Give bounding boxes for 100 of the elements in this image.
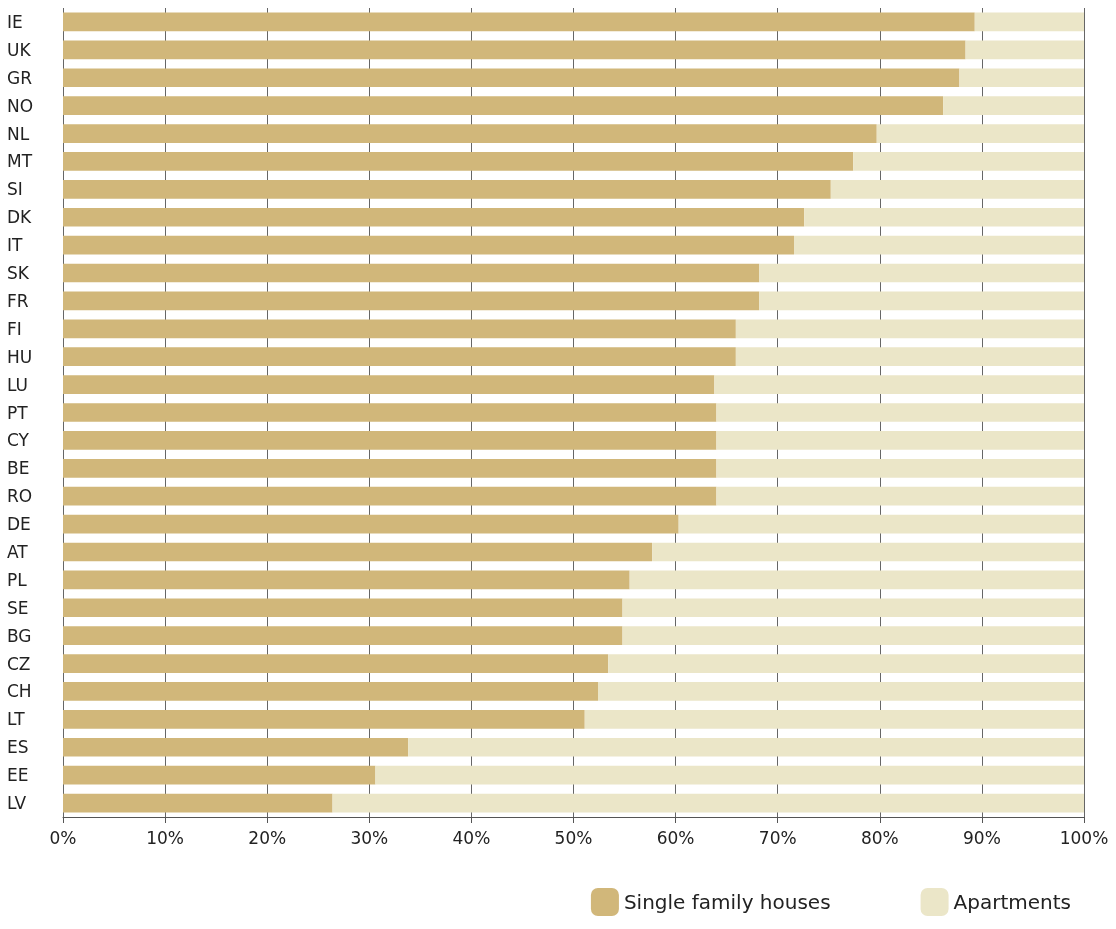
bar — [943, 96, 1084, 115]
bar — [63, 765, 376, 785]
bar — [965, 40, 1084, 60]
bar — [408, 737, 1084, 757]
bar — [63, 40, 966, 60]
y-tick-label: SE — [7, 597, 29, 618]
bar — [584, 710, 1084, 729]
x-tick-label: 50% — [554, 827, 593, 848]
bar — [652, 542, 1084, 562]
y-tick-label: NO — [7, 95, 34, 116]
bar — [735, 319, 1084, 339]
bar — [63, 263, 760, 283]
y-tick-label: RO — [7, 486, 33, 507]
y-tick-label: IT — [7, 235, 24, 256]
bar — [375, 765, 1084, 785]
y-tick-label: PL — [7, 569, 28, 590]
bar — [63, 570, 630, 590]
bar — [876, 124, 1084, 143]
bar — [853, 152, 1084, 171]
x-tick-label: 40% — [452, 827, 491, 848]
y-tick-label: CH — [7, 681, 32, 702]
x-tick-label: 90% — [963, 827, 1001, 848]
y-tick-label: CZ — [7, 653, 31, 674]
bar — [63, 68, 960, 88]
y-tick-label: DE — [7, 514, 31, 535]
bar — [678, 514, 1084, 534]
bar — [63, 737, 409, 757]
bar — [63, 682, 598, 701]
y-tick-label: BE — [7, 458, 30, 479]
bar — [63, 319, 736, 339]
y-tick-label: GR — [7, 67, 33, 88]
x-tick-label: 80% — [860, 827, 899, 848]
bar — [63, 486, 717, 506]
bar — [714, 375, 1084, 394]
bar — [716, 458, 1084, 478]
y-tick-label: EE — [7, 765, 29, 786]
bar — [63, 514, 679, 534]
bar — [63, 235, 795, 255]
x-tick-label: 30% — [350, 827, 389, 848]
bar — [63, 598, 623, 618]
x-tick-label: 0% — [49, 827, 77, 848]
x-tick-label: 20% — [248, 827, 287, 848]
bar — [63, 403, 717, 422]
bar — [63, 542, 653, 562]
x-tick-label: 70% — [758, 827, 797, 848]
bar — [63, 291, 760, 311]
y-tick-label: DK — [7, 207, 33, 228]
bar — [63, 347, 736, 367]
y-tick-label: ES — [7, 737, 29, 758]
bar — [63, 124, 877, 143]
bar — [716, 431, 1084, 450]
y-tick-label: NL — [7, 123, 30, 144]
bar — [716, 403, 1084, 422]
bar — [63, 626, 623, 646]
y-tick-label: FR — [7, 290, 29, 311]
bar — [63, 152, 854, 171]
bar — [759, 263, 1084, 283]
y-tick-label: LV — [7, 793, 27, 814]
bar — [959, 68, 1084, 88]
y-tick-label: BG — [7, 625, 32, 646]
bar — [63, 207, 805, 227]
bar — [63, 710, 585, 729]
x-tick-label: 100% — [1059, 827, 1109, 848]
bar — [608, 654, 1084, 673]
bar — [716, 486, 1084, 506]
bar — [63, 458, 717, 478]
bar — [629, 570, 1084, 590]
bar — [63, 375, 715, 394]
y-tick-label: FI — [7, 318, 22, 339]
bar — [794, 235, 1084, 255]
bar — [63, 793, 333, 813]
bar — [63, 654, 609, 673]
legend-label: Apartments — [953, 890, 1071, 914]
bar — [63, 96, 944, 115]
x-tick-label: 10% — [146, 827, 184, 848]
y-tick-label: PT — [7, 402, 29, 423]
bar — [735, 347, 1084, 367]
y-tick-label: LU — [7, 374, 29, 395]
bar — [974, 12, 1084, 32]
y-tick-label: UK — [7, 39, 32, 60]
y-tick-label: MT — [7, 151, 33, 172]
y-tick-label: HU — [7, 346, 33, 367]
bar — [598, 682, 1084, 701]
bar — [622, 598, 1084, 618]
y-tick-label: IE — [7, 11, 23, 32]
bar — [63, 431, 717, 450]
bar — [332, 793, 1084, 813]
bar — [63, 12, 975, 32]
y-tick-label: LT — [7, 709, 26, 730]
bar — [804, 207, 1084, 227]
y-tick-label: AT — [7, 541, 29, 562]
y-tick-label: CY — [7, 430, 30, 451]
x-tick-label: 60% — [656, 827, 695, 848]
y-tick-label: SK — [7, 263, 30, 284]
bar — [830, 179, 1084, 199]
y-tick-label: SI — [7, 179, 23, 200]
bar — [622, 626, 1084, 646]
bar — [759, 291, 1084, 311]
legend-label: Single family houses — [623, 890, 831, 914]
bar — [63, 179, 831, 199]
